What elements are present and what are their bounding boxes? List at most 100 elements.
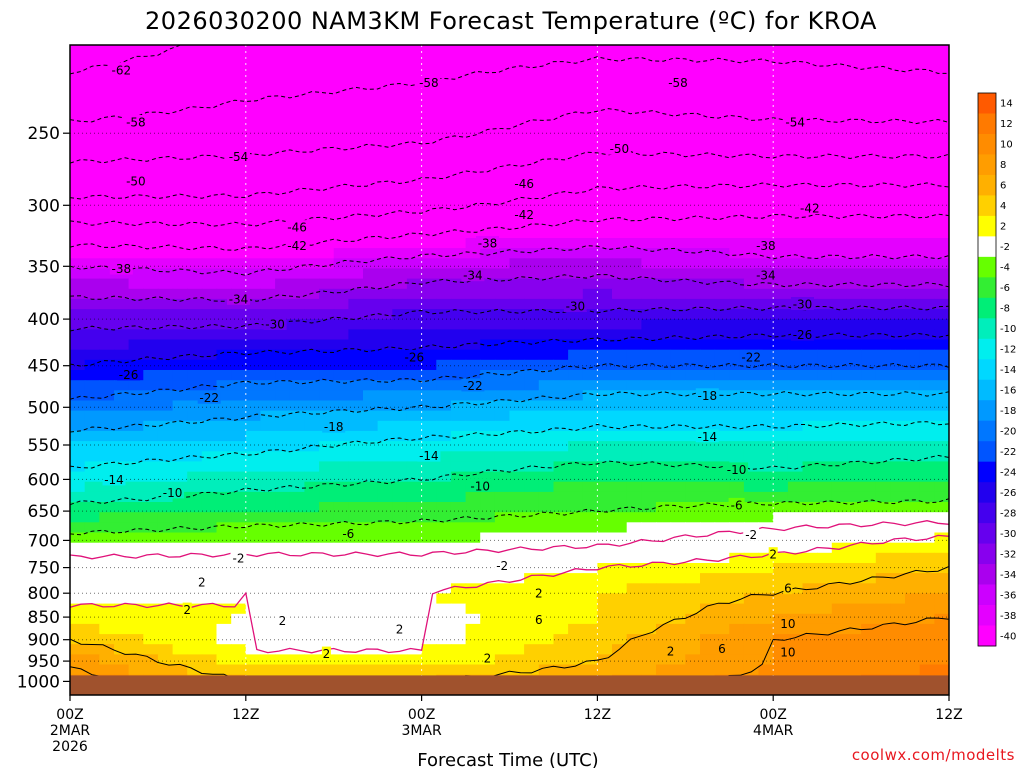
temperature-cell: [890, 461, 906, 473]
temperature-cell: [612, 187, 628, 198]
temperature-cell: [201, 634, 218, 645]
temperature-cell: [846, 288, 862, 300]
temperature-cell: [260, 278, 276, 290]
temperature-cell: [905, 278, 921, 290]
temperature-cell: [787, 146, 804, 158]
temperature-cell: [597, 65, 613, 77]
temperature-cell: [919, 664, 935, 676]
temperature-cell: [626, 339, 642, 351]
temperature-cell: [656, 563, 672, 574]
temperature-cell: [436, 126, 452, 138]
temperature-cell: [817, 268, 833, 280]
temperature-cell: [333, 349, 349, 361]
temperature-cell: [494, 491, 511, 503]
temperature-cell: [700, 654, 716, 666]
temperature-cell: [553, 583, 569, 595]
temperature-cell: [656, 461, 672, 473]
temperature-cell: [553, 85, 569, 97]
temperature-cell: [743, 603, 760, 615]
temperature-cell: [231, 380, 247, 391]
temperature-cell: [817, 634, 833, 645]
temperature-cell: [787, 75, 804, 87]
temperature-cell: [333, 471, 349, 483]
temperature-cell: [216, 654, 232, 666]
colorbar-swatch: [978, 461, 996, 483]
temperature-cell: [289, 654, 305, 666]
temperature-cell: [861, 481, 877, 493]
temperature-cell: [465, 187, 481, 198]
temperature-cell: [99, 197, 115, 209]
temperature-cell: [304, 136, 320, 148]
temperature-cell: [831, 55, 848, 66]
temperature-cell: [656, 217, 672, 229]
temperature-cell: [758, 187, 774, 198]
temperature-cell: [128, 491, 144, 503]
temperature-cell: [216, 441, 232, 452]
temperature-cell: [465, 420, 481, 432]
temperature-cell: [905, 471, 921, 483]
temperature-cell: [465, 217, 481, 229]
temperature-cell: [114, 512, 130, 523]
temperature-cell: [157, 207, 174, 219]
temperature-cell: [905, 644, 921, 655]
temperature-cell: [568, 349, 584, 361]
temperature-cell: [70, 420, 86, 432]
temperature-cell: [758, 217, 774, 229]
temperature-cell: [861, 238, 877, 249]
temperature-cell: [450, 116, 467, 127]
temperature-cell: [377, 166, 393, 178]
temperature-cell: [524, 573, 540, 584]
temperature-cell: [875, 268, 891, 280]
isotherm-line: [70, 498, 949, 536]
colorbar-label: -40: [1000, 631, 1016, 642]
contour-label-background: [666, 75, 690, 89]
temperature-cell: [670, 177, 686, 188]
temperature-cell: [934, 603, 949, 615]
contour-label-text: -2: [745, 528, 757, 542]
temperature-cell: [612, 451, 628, 463]
temperature-cell: [890, 481, 906, 493]
temperature-cell: [919, 45, 935, 56]
temperature-cell: [729, 207, 745, 219]
contour-label-text: -58: [126, 116, 146, 130]
temperature-cell: [934, 217, 949, 229]
temperature-cell: [143, 603, 159, 615]
temperature-cell: [919, 116, 935, 127]
temperature-cell: [612, 166, 628, 178]
temperature-cell: [436, 238, 452, 249]
temperature-cell: [333, 85, 349, 97]
temperature-cell: [773, 634, 789, 645]
temperature-cell: [216, 319, 232, 330]
colorbar-label: -30: [1000, 529, 1016, 540]
temperature-cell: [714, 664, 730, 676]
temperature-cell: [465, 85, 481, 97]
temperature-cell: [275, 349, 291, 361]
temperature-cell: [509, 339, 525, 351]
temperature-cell: [538, 268, 555, 280]
temperature-cell: [348, 573, 364, 584]
temperature-cell: [172, 278, 188, 290]
temperature-cell: [392, 339, 408, 351]
temperature-cell: [597, 441, 613, 452]
temperature-cell: [743, 65, 760, 77]
temperature-cell: [348, 502, 364, 513]
temperature-cell: [231, 95, 247, 107]
temperature-cell: [729, 532, 745, 544]
credit-link[interactable]: coolwx.com/modelts: [852, 746, 1015, 764]
temperature-cell: [392, 593, 408, 605]
temperature-cell: [406, 166, 423, 178]
temperature-cell: [787, 400, 804, 412]
temperature-cell: [714, 400, 730, 412]
temperature-cell: [685, 146, 701, 158]
temperature-cell: [363, 593, 379, 605]
temperature-cell: [70, 573, 86, 584]
temperature-cell: [553, 75, 569, 87]
temperature-cell: [846, 227, 862, 239]
temperature-cell: [392, 146, 408, 158]
temperature-cell: [187, 359, 203, 371]
temperature-cell: [333, 238, 349, 249]
temperature-cell: [450, 105, 467, 117]
temperature-cell: [348, 278, 364, 290]
temperature-cell: [509, 583, 525, 595]
temperature-cell: [406, 573, 423, 584]
